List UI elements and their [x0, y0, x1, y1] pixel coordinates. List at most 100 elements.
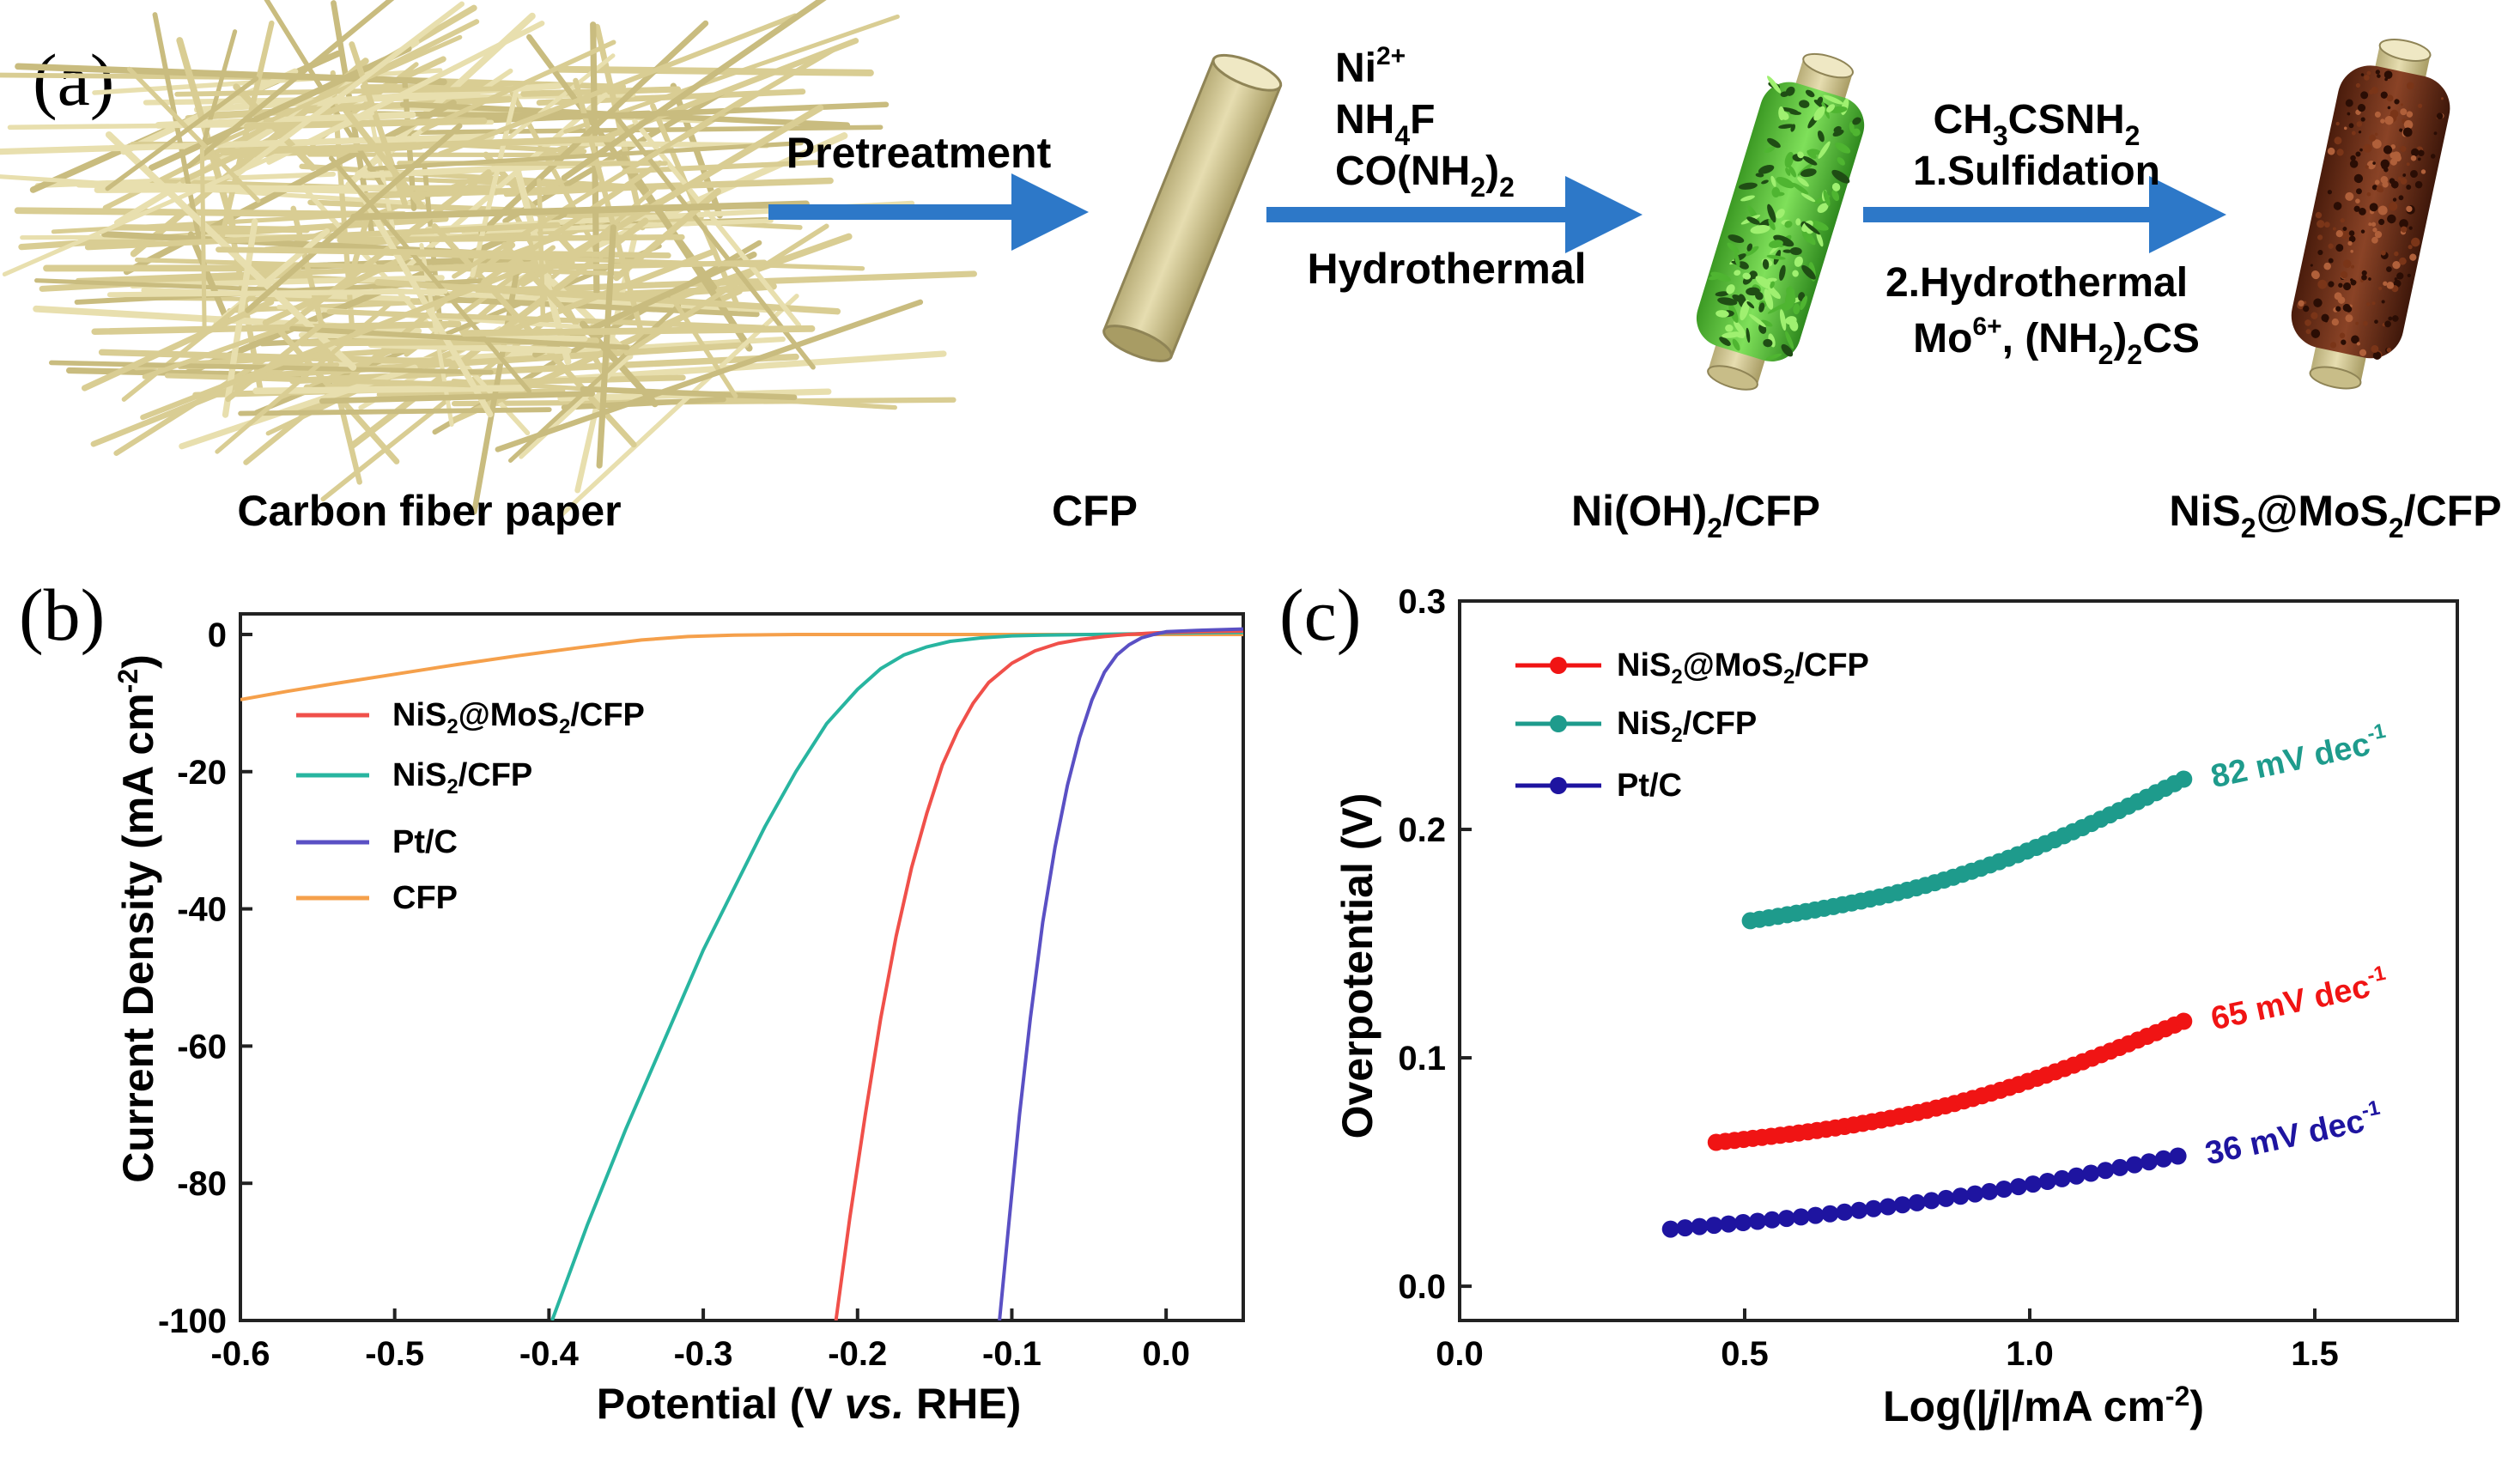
nis2-mos2-speck	[2366, 70, 2371, 76]
nis2-mos2-speck	[2436, 112, 2444, 119]
nioh2-cfp-rod-illustration	[1696, 52, 1865, 391]
chart-c-data-point	[1865, 1199, 1883, 1217]
nis2-mos2-speck	[2394, 99, 2400, 105]
nis2-mos2-speck	[2358, 131, 2362, 134]
nioh2-flake	[1805, 89, 1815, 98]
nis2-mos2-speck	[2374, 111, 2381, 118]
nis2-mos2-speck	[2345, 314, 2353, 323]
nioh2-flake	[1758, 302, 1765, 313]
chart-c-data-point	[2097, 1162, 2115, 1180]
nis2-mos2-speck	[2317, 234, 2323, 240]
fiber-strand	[460, 325, 816, 337]
chart-b-series-line	[550, 630, 1243, 1320]
chart-c-ytick-label: 0.2	[1398, 811, 1446, 849]
nioh2-flake	[1821, 100, 1830, 119]
nioh2-flake	[1792, 182, 1809, 195]
nis2-mos2-speck	[2364, 75, 2370, 81]
chart-c-data-point	[1893, 1196, 1911, 1214]
nioh2-flake	[1740, 300, 1750, 321]
chart-c-data-point	[2175, 1012, 2193, 1030]
nis2-mos2-speck	[2335, 229, 2343, 238]
nis2-mos2-speck	[2328, 243, 2334, 249]
nis2-mos2-speck	[2334, 292, 2342, 301]
nioh2-flake	[1833, 125, 1842, 133]
nis2-mos2-speck	[2355, 82, 2361, 88]
nioh2-flake	[1818, 141, 1831, 159]
chart-c-xtick-label: 1.0	[2006, 1335, 2054, 1373]
chart-c-data-point	[1676, 1219, 1694, 1237]
nis2-mos2-speck	[2323, 262, 2331, 270]
nis2-mos2-speck	[2374, 179, 2380, 185]
fiber-strand	[215, 301, 393, 454]
nis2-mos2-speck	[2363, 320, 2368, 326]
nis2-mos2-speck	[2371, 301, 2376, 306]
chart-c-legend-marker	[1550, 657, 1567, 674]
material-carbon-fiber-paper-label: Carbon fiber paper	[237, 487, 621, 535]
nis2-mos2-speck	[2359, 208, 2366, 216]
nioh2-flake	[1776, 209, 1785, 219]
nis2-mos2-speck	[2347, 240, 2353, 246]
nis2-mos2-speck	[2399, 219, 2408, 228]
fiber-strand	[15, 63, 447, 86]
nioh2-flake	[1831, 169, 1850, 184]
nis2-mos2-speck	[2360, 73, 2365, 76]
fiber-strand	[18, 216, 449, 251]
nis2-mos2-speck	[2386, 347, 2392, 353]
nioh2-flake	[1793, 303, 1800, 315]
chart-b-legend-label: CFP	[392, 880, 458, 916]
fiber-strand	[343, 107, 425, 210]
fiber-strand	[0, 133, 495, 155]
nioh2-flake	[1746, 301, 1755, 309]
chart-c-slope-annotation: 36 mV dec-1	[2201, 1096, 2385, 1173]
nis2-mos2-speck	[2383, 70, 2393, 79]
chart-c-data-point	[1691, 1217, 1709, 1235]
chart-c-slope-annotation: 65 mV dec-1	[2207, 962, 2391, 1038]
fiber-strand	[2, 111, 374, 277]
fiber-strand	[632, 118, 802, 328]
nis2-mos2-speck	[2398, 257, 2407, 265]
nioh2-flake	[1778, 124, 1794, 129]
nioh2-flake	[1761, 319, 1773, 327]
nis2-mos2-speck	[2323, 222, 2330, 228]
nis2-mos2-speck	[2350, 155, 2356, 161]
nis2-mos2-speck	[2355, 321, 2359, 325]
nis2-mos2-speck	[2402, 173, 2407, 177]
nioh2-flake	[1727, 242, 1740, 253]
chart-c-data-point	[2038, 1173, 2056, 1190]
nis2-mos2-speck	[2369, 134, 2377, 142]
nioh2-flake	[1801, 264, 1816, 280]
nis2-mos2-speck	[2387, 106, 2391, 110]
fiber-strand	[235, 1, 465, 176]
nis2-mos2-speck	[2355, 198, 2360, 204]
fiber-strand	[596, 224, 616, 469]
nioh2-flake	[1738, 182, 1758, 190]
nis2-mos2-speck	[2343, 126, 2347, 131]
nis2-mos2-speck	[2371, 139, 2382, 149]
nioh2-flake	[1767, 302, 1788, 314]
nis2-mos2-speck	[2351, 264, 2355, 269]
nioh2-flake	[1801, 232, 1810, 243]
nis2-mos2-speck	[2336, 149, 2344, 156]
nis2-mos2-speck	[2384, 116, 2394, 125]
nis2-mos2-speck	[2339, 332, 2346, 339]
nioh2-flake	[1807, 149, 1817, 160]
nis2-mos2-speck	[2410, 237, 2420, 247]
nioh2-flake	[1804, 222, 1820, 235]
fiber-strand	[220, 135, 616, 156]
chart-b-xtick-label: -0.5	[365, 1335, 424, 1373]
fiber-strand	[140, 261, 537, 421]
fiber-strand	[127, 66, 261, 203]
nis2-mos2-speck	[2311, 329, 2321, 338]
nis2-mos2-speck	[2317, 279, 2328, 289]
nis2-mos2-speck	[2357, 103, 2366, 112]
nioh2-flake	[1823, 94, 1843, 105]
chart-c-legend-marker	[1550, 715, 1567, 732]
nis2-mos2-speck	[2298, 300, 2304, 307]
nis2-mos2-speck	[2378, 286, 2383, 291]
nioh2-flake	[1726, 284, 1735, 294]
nis2-mos2-speck	[2374, 319, 2378, 325]
nioh2-flake	[1785, 331, 1794, 349]
nis2-mos2-speck	[2333, 202, 2342, 210]
nioh2-flake	[1710, 271, 1731, 282]
nioh2-flake	[1789, 319, 1799, 331]
